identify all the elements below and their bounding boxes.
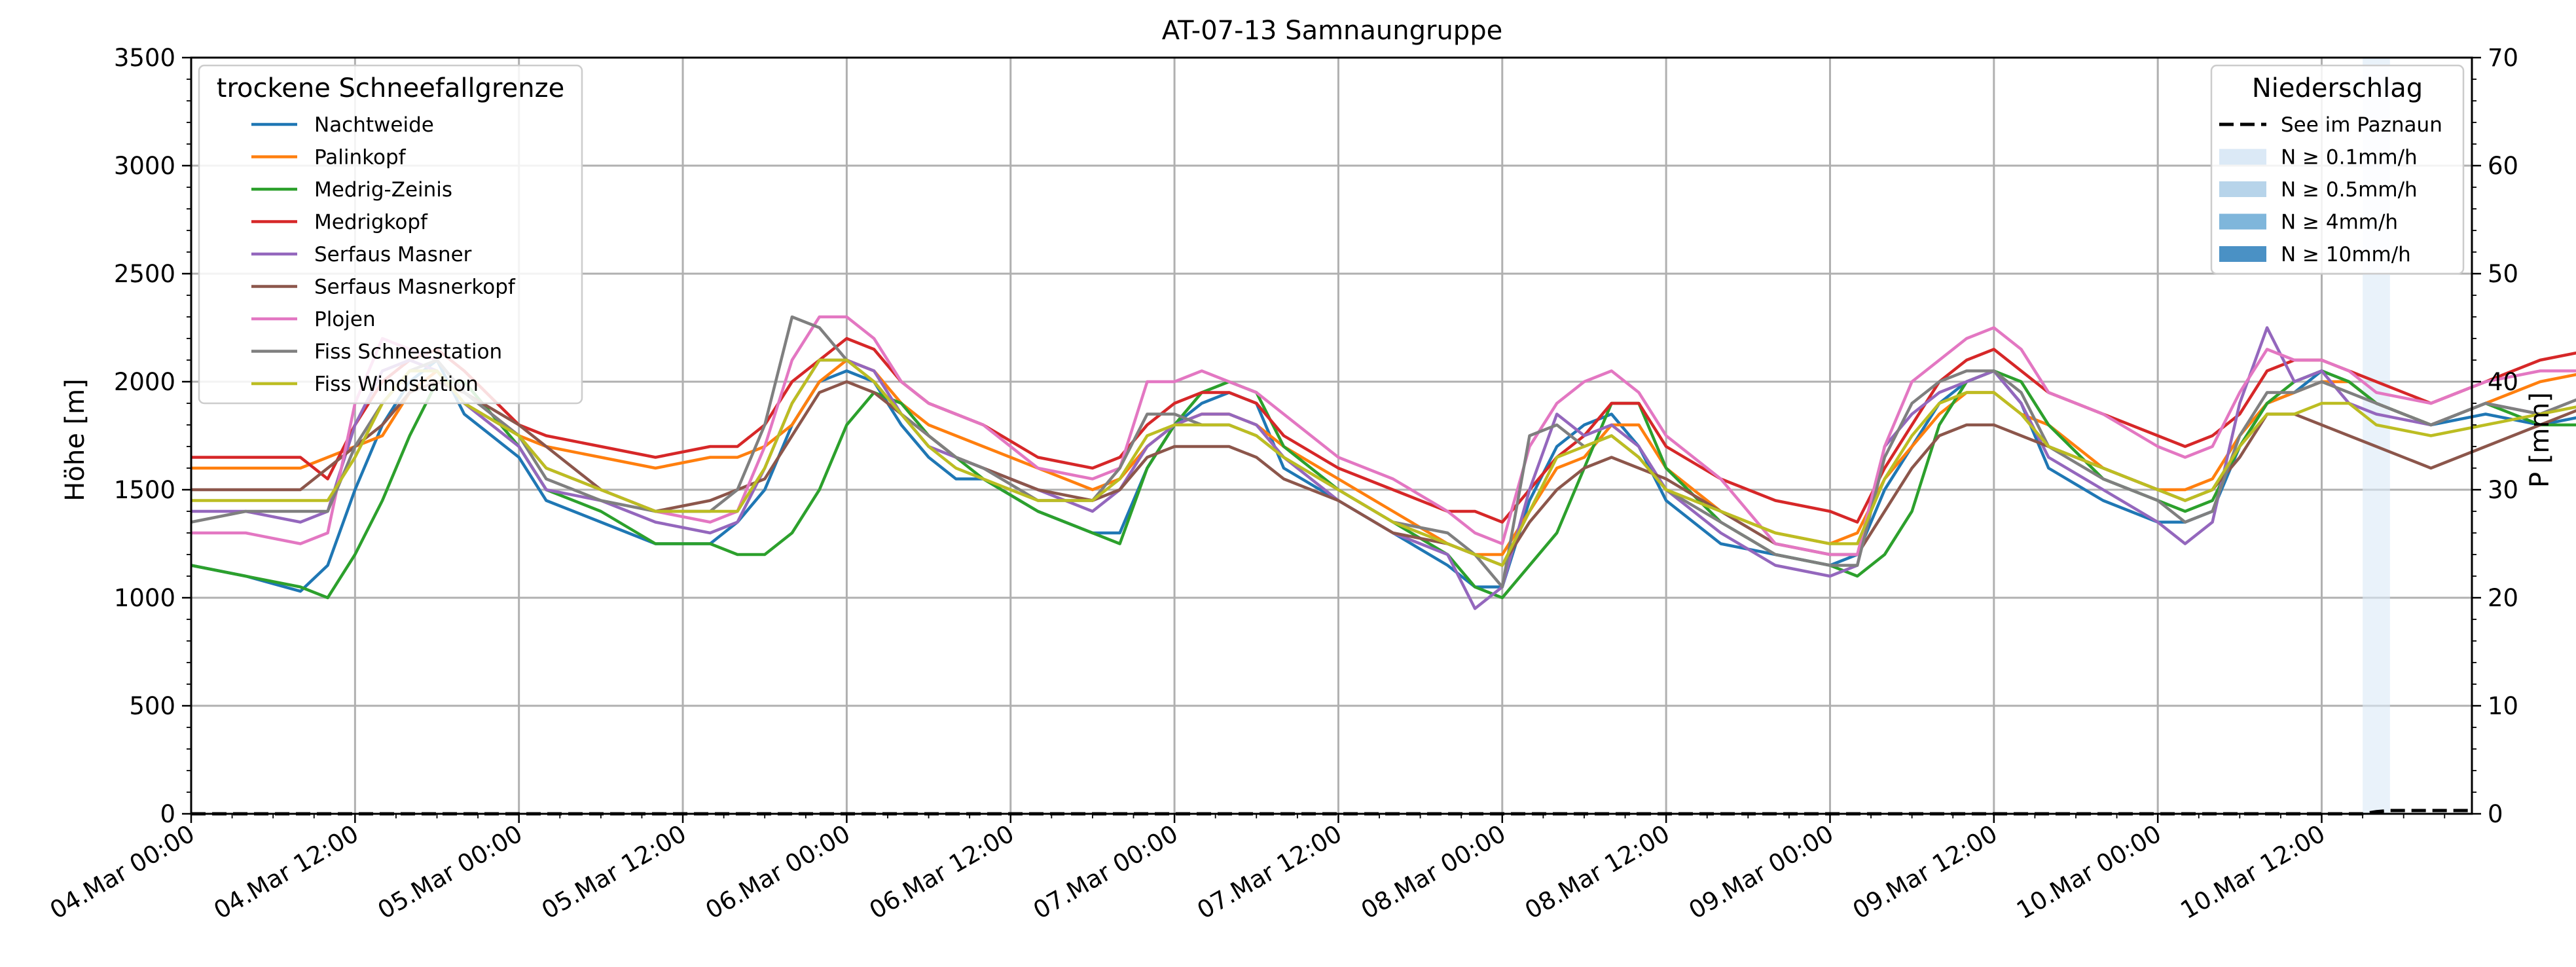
legend-label: N ≥ 10mm/h — [2281, 243, 2411, 266]
y-tick-label: 3000 — [114, 152, 175, 180]
y-tick-label: 2000 — [114, 368, 175, 396]
legend-label: Palinkopf — [314, 146, 407, 170]
y2-tick-label: 20 — [2488, 584, 2518, 612]
y2-tick-label: 50 — [2488, 260, 2518, 288]
legend-label: Serfaus Masnerkopf — [314, 276, 516, 299]
legend-label: N ≥ 4mm/h — [2281, 211, 2398, 234]
legend-swatch — [2219, 181, 2266, 197]
legend-label: Nachtweide — [314, 113, 434, 137]
y-tick-label: 1000 — [114, 584, 175, 612]
y2-tick-label: 60 — [2488, 152, 2518, 180]
legend-label: See im Paznaun — [2281, 113, 2442, 137]
legend-label: Fiss Schneestation — [314, 340, 502, 364]
y-tick-label: 500 — [129, 692, 175, 720]
y2-tick-label: 10 — [2488, 692, 2518, 720]
plot-frame — [190, 56, 2473, 815]
legend-label: Serfaus Masner — [314, 243, 472, 266]
y-tick-label: 1500 — [114, 476, 175, 504]
y-tick-label: 3500 — [114, 44, 175, 72]
legend-label: N ≥ 0.1mm/h — [2281, 146, 2418, 170]
legend-label: Fiss Windstation — [314, 373, 479, 396]
series-plojen — [191, 315, 2576, 556]
y2-tick-label: 40 — [2488, 368, 2518, 396]
y-tick-label: 2500 — [114, 260, 175, 288]
chart-title: AT-07-13 Samnaungruppe — [1162, 16, 1502, 46]
y2-tick-label: 70 — [2488, 44, 2518, 72]
series-serfaus-masnerkopf — [191, 380, 2576, 567]
y-axis-label: Höhe [m] — [60, 378, 90, 501]
y2-tick-label: 30 — [2488, 476, 2518, 504]
y2-tick-label: 0 — [2488, 800, 2503, 828]
legend-label: Plojen — [314, 308, 376, 331]
legend-label: N ≥ 0.5mm/h — [2281, 178, 2418, 202]
series-lines — [190, 315, 2576, 816]
legend-swatch — [2219, 213, 2266, 230]
legend-label: Medrigkopf — [314, 211, 428, 234]
series-fiss-windstation — [191, 358, 2576, 567]
legend-snowfall: trockene Schneefallgrenze Nachtweide Palin… — [198, 64, 583, 405]
legend-title: trockene Schneefallgrenze — [217, 73, 564, 103]
legend-swatch — [2219, 149, 2266, 165]
legend-box — [2210, 64, 2465, 275]
legend-title: Niederschlag — [2252, 73, 2423, 103]
y-tick-label: 0 — [160, 800, 175, 828]
legend-label: Medrig-Zeinis — [314, 178, 452, 202]
legend-precip: Niederschlag See im Paznaun N ≥ 0.1mm/h N ≥… — [2210, 64, 2465, 275]
y2-axis-label: P [mm] — [2525, 392, 2555, 488]
legend-swatch — [2219, 246, 2266, 262]
